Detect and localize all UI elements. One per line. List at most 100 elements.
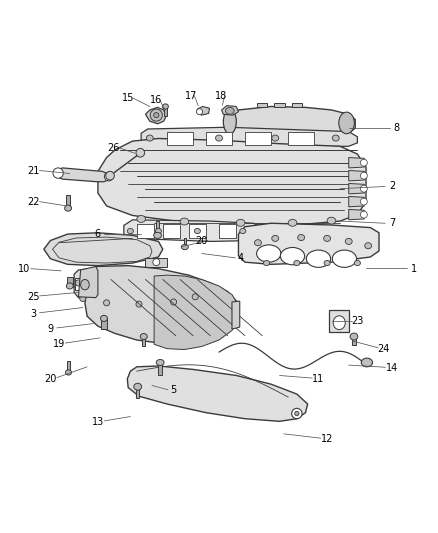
Ellipse shape — [350, 333, 358, 340]
Ellipse shape — [236, 220, 245, 227]
Text: 1: 1 — [410, 264, 417, 273]
Ellipse shape — [339, 112, 354, 134]
Polygon shape — [349, 158, 364, 168]
Text: 8: 8 — [393, 123, 399, 133]
Polygon shape — [219, 224, 236, 238]
Polygon shape — [349, 197, 364, 207]
Ellipse shape — [197, 109, 202, 115]
Polygon shape — [145, 107, 166, 124]
Ellipse shape — [324, 236, 331, 241]
Ellipse shape — [140, 334, 147, 340]
Polygon shape — [230, 107, 355, 139]
Polygon shape — [103, 281, 125, 293]
Ellipse shape — [272, 135, 279, 141]
Ellipse shape — [294, 261, 300, 265]
Ellipse shape — [360, 185, 367, 192]
Ellipse shape — [215, 135, 223, 141]
Polygon shape — [85, 265, 238, 344]
Ellipse shape — [104, 172, 113, 181]
Polygon shape — [159, 362, 162, 375]
Polygon shape — [66, 195, 70, 208]
Ellipse shape — [360, 159, 367, 166]
Polygon shape — [257, 103, 268, 107]
Polygon shape — [184, 238, 186, 247]
Ellipse shape — [365, 243, 372, 249]
Text: 10: 10 — [18, 264, 31, 273]
Polygon shape — [206, 132, 232, 144]
Ellipse shape — [332, 135, 339, 141]
Text: 25: 25 — [27, 292, 39, 302]
Text: 5: 5 — [170, 385, 177, 395]
Ellipse shape — [80, 295, 86, 302]
Ellipse shape — [332, 250, 357, 268]
Ellipse shape — [53, 168, 64, 178]
Polygon shape — [124, 220, 262, 241]
Text: 4: 4 — [237, 253, 244, 263]
Polygon shape — [238, 223, 379, 264]
Polygon shape — [189, 224, 206, 238]
Ellipse shape — [155, 229, 162, 233]
Text: 19: 19 — [53, 340, 65, 349]
Text: 9: 9 — [47, 324, 53, 334]
Polygon shape — [222, 106, 238, 115]
Ellipse shape — [333, 316, 345, 329]
Ellipse shape — [156, 359, 164, 366]
Polygon shape — [67, 361, 70, 373]
Ellipse shape — [134, 383, 141, 390]
Ellipse shape — [240, 229, 246, 233]
Polygon shape — [349, 183, 364, 194]
Text: 3: 3 — [30, 309, 36, 319]
Ellipse shape — [66, 370, 71, 375]
Polygon shape — [163, 224, 180, 238]
Polygon shape — [142, 336, 145, 346]
Polygon shape — [145, 258, 167, 266]
Polygon shape — [166, 286, 188, 298]
Ellipse shape — [170, 299, 177, 305]
Polygon shape — [156, 221, 159, 236]
Ellipse shape — [327, 217, 336, 224]
Polygon shape — [78, 266, 98, 297]
Polygon shape — [137, 224, 154, 238]
Text: 16: 16 — [150, 95, 162, 105]
Polygon shape — [67, 277, 73, 287]
Polygon shape — [101, 318, 106, 329]
Ellipse shape — [257, 245, 281, 262]
Ellipse shape — [150, 109, 162, 121]
Polygon shape — [274, 103, 285, 107]
Ellipse shape — [192, 294, 198, 300]
Ellipse shape — [360, 172, 367, 179]
Ellipse shape — [103, 300, 110, 306]
Text: 6: 6 — [95, 229, 101, 239]
Text: 7: 7 — [389, 218, 395, 228]
Polygon shape — [167, 132, 193, 144]
Text: 26: 26 — [107, 143, 119, 152]
Ellipse shape — [264, 261, 270, 265]
Ellipse shape — [272, 236, 279, 241]
Text: 21: 21 — [27, 166, 39, 176]
Polygon shape — [198, 107, 209, 115]
Polygon shape — [127, 366, 307, 421]
Polygon shape — [232, 301, 240, 329]
Text: 18: 18 — [215, 91, 227, 101]
Polygon shape — [136, 284, 158, 296]
Ellipse shape — [194, 229, 201, 233]
Ellipse shape — [65, 205, 71, 211]
Text: 23: 23 — [351, 316, 364, 326]
Polygon shape — [349, 209, 364, 220]
Ellipse shape — [298, 235, 304, 240]
Ellipse shape — [280, 247, 304, 265]
Polygon shape — [154, 275, 238, 350]
Ellipse shape — [127, 229, 134, 233]
Ellipse shape — [360, 211, 367, 218]
Ellipse shape — [154, 232, 162, 238]
Ellipse shape — [360, 198, 367, 205]
Text: 24: 24 — [377, 344, 389, 354]
Polygon shape — [288, 132, 314, 144]
Ellipse shape — [223, 109, 236, 134]
Polygon shape — [75, 278, 97, 290]
Text: 15: 15 — [122, 93, 134, 103]
Polygon shape — [55, 168, 110, 182]
Polygon shape — [141, 127, 357, 148]
Polygon shape — [44, 233, 163, 265]
Ellipse shape — [106, 172, 114, 180]
